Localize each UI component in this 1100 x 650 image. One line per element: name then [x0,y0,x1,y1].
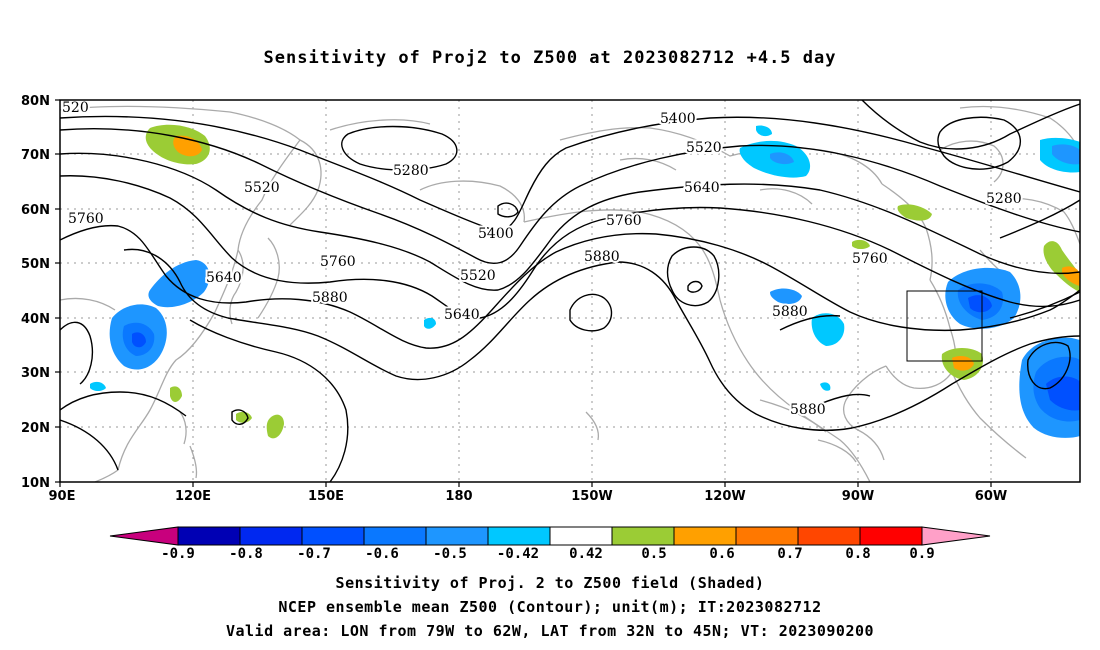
lon-label: 120W [704,489,745,504]
colorbar-label: 0.42 [569,546,603,562]
lat-label: 40N [21,312,50,327]
colorbar-cell [797,526,861,546]
contour-label: 5760 [852,251,888,267]
axis-ticks [55,99,992,487]
contour-labels: 520 5760 5520 5640 5760 5880 5280 5400 5… [60,100,1024,420]
map-frame [59,99,1081,483]
colorbar-cell [425,526,489,546]
colorbar-label: -0.42 [497,546,539,562]
lat-label: 50N [21,257,50,272]
colorbar-cell [735,526,799,546]
lon-label: 180 [445,489,472,504]
colorbar-cell [859,526,923,546]
colorbar-label: 0.9 [909,546,934,562]
lat-label: 70N [21,148,50,163]
contour-label: 5400 [478,226,514,242]
contour-label: 5880 [312,290,348,306]
colorbar-label: -0.7 [297,546,331,562]
caption-line-3: Valid area: LON from 79W to 62W, LAT fro… [225,622,875,640]
lat-label: 80N [21,94,50,109]
colorbar-label: 0.6 [709,546,734,562]
colorbar-cell [239,526,303,546]
z500-contours [60,100,1080,482]
lat-label: 10N [21,476,50,491]
map-area: 520 5760 5520 5640 5760 5880 5280 5400 5… [60,100,1080,482]
contour-label: 5520 [460,268,496,284]
lon-label: 60W [975,489,1007,504]
colorbar-cell [673,526,737,546]
coastlines [60,105,1080,482]
contour-label: 5400 [660,111,696,127]
colorbar-cell [487,526,551,546]
contour-label: 520 [62,100,89,116]
contour-label: 5640 [684,180,720,196]
valid-area-box [906,290,983,362]
colorbar-cell [549,526,613,546]
colorbar-label: -0.6 [365,546,399,562]
contour-label: 5280 [393,163,429,179]
colorbar-labels: -0.9 -0.8 -0.7 -0.6 -0.5 -0.42 0.42 0.5 … [161,546,935,562]
contour-label: 5760 [320,254,356,270]
lat-label: 30N [21,366,50,381]
colorbar-label: -0.5 [433,546,467,562]
colorbar-left-triangle [109,526,179,546]
colorbar-cell [611,526,675,546]
contour-label: 5880 [790,402,826,418]
colorbar-label: -0.9 [161,546,195,562]
colorbar-cell [301,526,365,546]
colorbar-label: -0.8 [229,546,263,562]
contour-label: 5760 [68,211,104,227]
map-title: Sensitivity of Proj2 to Z500 at 20230827… [263,48,837,68]
colorbar-cells [177,526,923,546]
contour-label: 5880 [584,249,620,265]
latitude-labels: 80N 70N 60N 50N 40N 30N 20N 10N [21,94,50,491]
lon-label: 120E [175,489,211,504]
lon-label: 90W [842,489,874,504]
lon-label: 150W [571,489,612,504]
lat-label: 20N [21,421,50,436]
sensitivity-shading [90,124,1080,439]
contour-label: 5760 [606,213,642,229]
colorbar-cell [177,526,241,546]
caption-line-1: Sensitivity of Proj. 2 to Z500 field (Sh… [335,574,765,592]
colorbar-label: 0.5 [641,546,666,562]
lon-label: 150E [308,489,344,504]
contour-label: 5520 [244,180,280,196]
colorbar-cell [363,526,427,546]
contour-label: 5640 [444,307,480,323]
contour-label: 5520 [686,140,722,156]
lat-lon-grid [60,100,1080,482]
colorbar-label: 0.7 [777,546,802,562]
lon-label: 90E [49,489,76,504]
contour-label: 5880 [772,304,808,320]
contour-label: 5640 [206,270,242,286]
lat-label: 60N [21,203,50,218]
caption-line-2: NCEP ensemble mean Z500 (Contour); unit(… [278,598,822,616]
colorbar-right-triangle [921,526,991,546]
longitude-labels: 90E 120E 150E 180 150W 120W 90W 60W [49,489,1008,504]
colorbar-label: 0.8 [845,546,870,562]
contour-label: 5280 [986,191,1022,207]
colorbar: -0.9 -0.8 -0.7 -0.6 -0.5 -0.42 0.42 0.5 … [109,526,991,562]
